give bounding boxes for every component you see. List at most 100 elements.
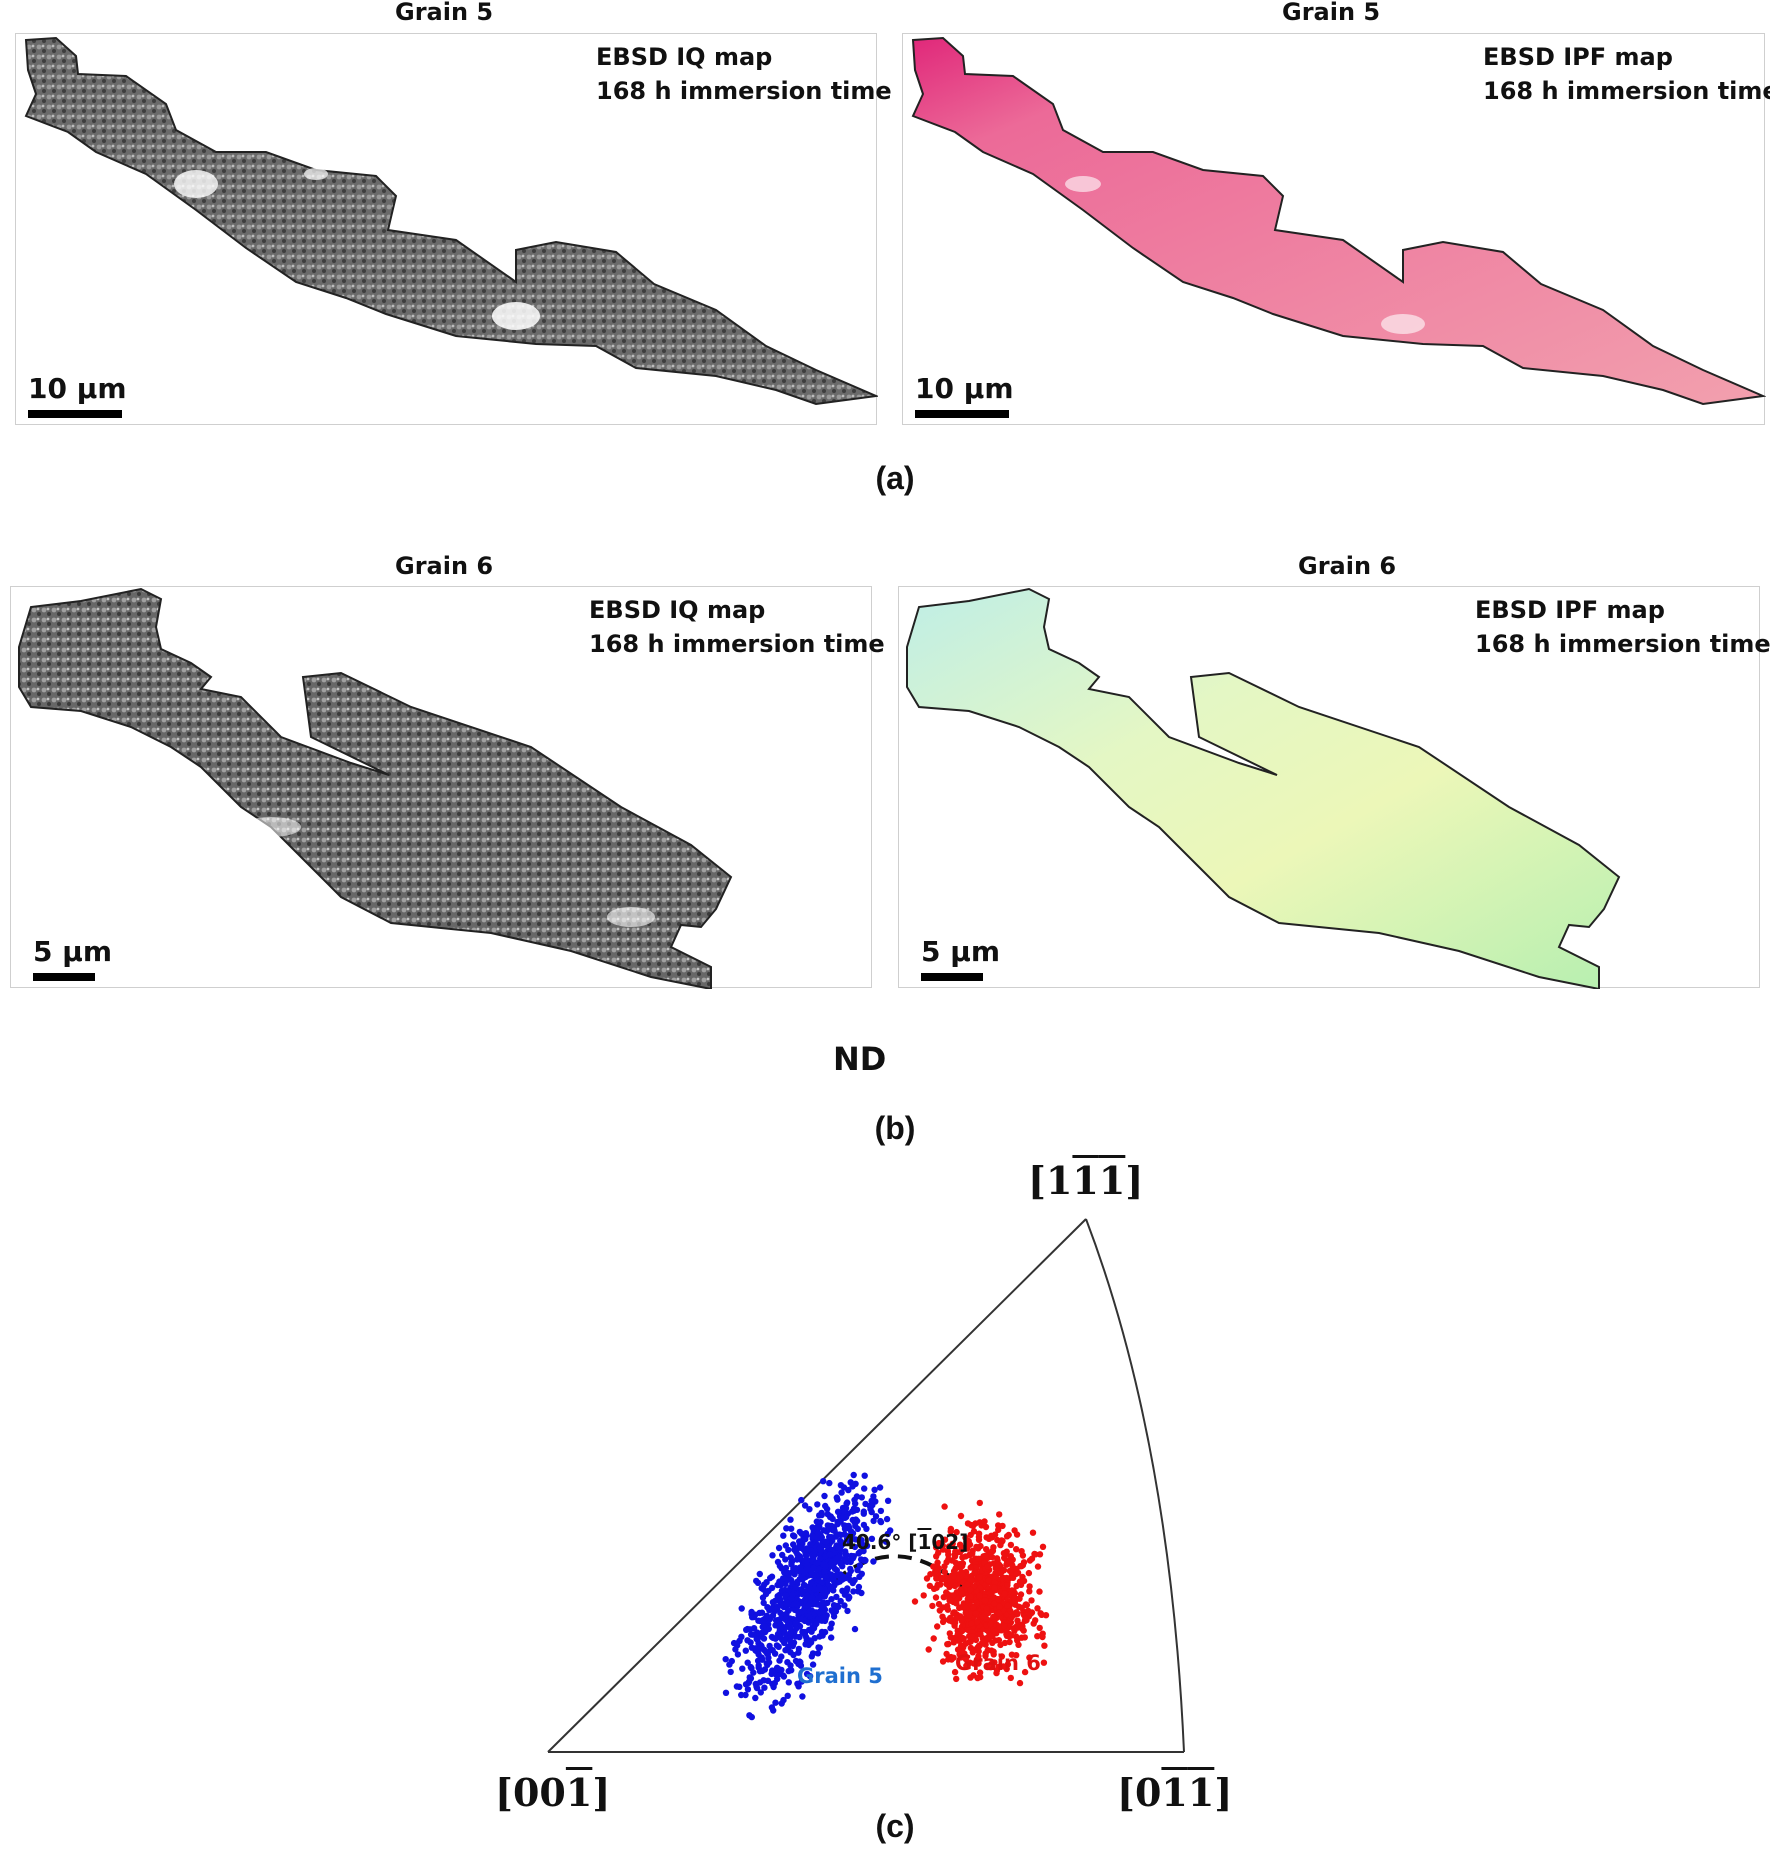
orientation-point [941, 1563, 948, 1570]
orientation-point [929, 1602, 936, 1610]
orientation-point [843, 1500, 850, 1507]
orientation-point [984, 1646, 991, 1654]
orientation-point [855, 1536, 862, 1544]
orientation-point [816, 1608, 823, 1616]
orientation-point [1003, 1574, 1010, 1582]
orientation-point [862, 1557, 869, 1564]
orientation-point [830, 1609, 837, 1617]
orientation-point [1020, 1559, 1028, 1566]
orientation-point [945, 1556, 952, 1563]
orientation-point [869, 1501, 876, 1509]
orientation-point [783, 1600, 790, 1607]
misorientation-label: 40.6° [102] [842, 1530, 969, 1554]
orientation-point [1013, 1622, 1021, 1630]
orientation-point [934, 1623, 941, 1630]
orientation-point [932, 1594, 940, 1601]
grain5-iq-title: Grain 5 [395, 0, 494, 26]
orientation-point [765, 1659, 773, 1666]
orientation-point [816, 1633, 823, 1640]
orientation-point [1036, 1588, 1043, 1595]
orientation-point [950, 1654, 957, 1661]
orientation-point [734, 1651, 742, 1658]
orientation-point [814, 1534, 821, 1542]
orientation-point [995, 1609, 1003, 1617]
orientation-point [962, 1553, 969, 1560]
orientation-point [989, 1639, 996, 1647]
orientation-point [841, 1602, 848, 1609]
orientation-point [967, 1586, 974, 1594]
orientation-point [776, 1657, 783, 1664]
orientation-point [877, 1507, 885, 1515]
orientation-point [794, 1551, 801, 1558]
orientation-point [953, 1528, 960, 1536]
orientation-point [953, 1675, 960, 1683]
orientation-point [733, 1640, 741, 1647]
orientation-point [738, 1633, 745, 1641]
orientation-point [943, 1650, 950, 1658]
orientation-point [752, 1645, 759, 1652]
orientation-point [808, 1653, 815, 1660]
orientation-point [820, 1614, 827, 1621]
orientation-point [1013, 1633, 1020, 1640]
orientation-point [830, 1573, 837, 1581]
orientation-point [883, 1515, 891, 1523]
orientation-point [775, 1544, 783, 1552]
grain6-iq-map: EBSD IQ map 168 h immersion time 5 µm [10, 586, 885, 989]
orientation-point [787, 1629, 794, 1636]
orientation-point [828, 1534, 835, 1541]
orientation-point [958, 1590, 966, 1598]
orientation-point [1018, 1548, 1025, 1555]
orientation-point [788, 1525, 795, 1532]
orientation-point [1003, 1533, 1011, 1540]
orientation-point [934, 1559, 941, 1566]
orientation-point [783, 1525, 790, 1532]
orientation-point [843, 1522, 850, 1530]
orientation-point [759, 1667, 766, 1675]
orientation-point [821, 1593, 828, 1600]
orientation-point [803, 1592, 811, 1599]
orientation-point [769, 1667, 776, 1674]
orientation-point [842, 1513, 850, 1521]
orientation-point [855, 1583, 863, 1591]
orientation-point [950, 1592, 957, 1599]
orientation-point [787, 1662, 794, 1669]
orientation-point [753, 1635, 760, 1643]
orientation-point [1009, 1563, 1016, 1570]
orientation-point [990, 1544, 997, 1551]
corner-label-001: [001] [495, 1770, 611, 1815]
orientation-point [954, 1631, 961, 1638]
orientation-point [760, 1635, 768, 1642]
orientation-point [809, 1661, 817, 1668]
orientation-point [803, 1532, 810, 1539]
orientation-point [825, 1526, 832, 1533]
orientation-point [837, 1560, 844, 1567]
orientation-point [769, 1552, 776, 1559]
orientation-point [996, 1511, 1003, 1518]
orientation-point [854, 1566, 861, 1574]
orientation-point [767, 1646, 774, 1653]
orientation-point [722, 1656, 729, 1663]
orientation-point [820, 1478, 827, 1485]
orientation-point [962, 1604, 970, 1612]
grain5-ipf-scale-label: 10 µm [915, 372, 1014, 405]
orientation-point [987, 1620, 994, 1628]
orientation-point [1034, 1633, 1041, 1640]
orientation-point [754, 1579, 762, 1587]
orientation-point [727, 1668, 734, 1676]
orientation-point [957, 1512, 965, 1520]
orientation-point [822, 1502, 829, 1510]
orientation-point [788, 1667, 795, 1674]
orientation-point [784, 1569, 792, 1577]
orientation-point [863, 1525, 870, 1533]
orientation-point [758, 1629, 765, 1637]
orientation-point [967, 1674, 974, 1681]
orientation-point [738, 1605, 745, 1612]
orientation-point [821, 1628, 829, 1636]
orientation-point [792, 1620, 799, 1627]
orientation-point [752, 1694, 759, 1702]
orientation-point [764, 1650, 771, 1658]
orientation-point [971, 1568, 978, 1576]
orientation-point [983, 1534, 990, 1541]
orientation-point [1023, 1601, 1031, 1609]
orientation-point [939, 1658, 947, 1665]
